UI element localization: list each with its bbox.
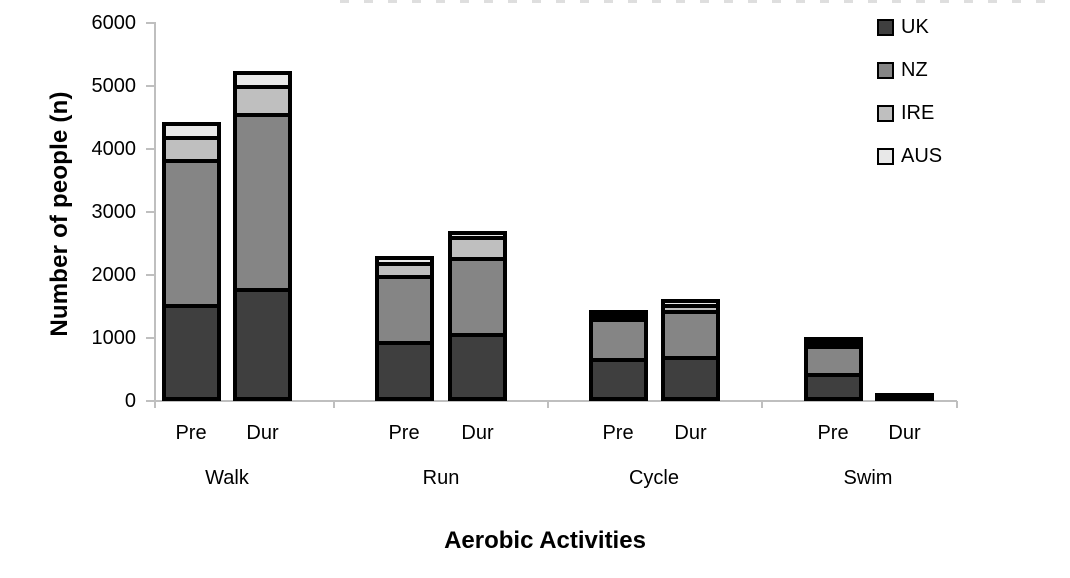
- bar-segment-aus: [163, 124, 219, 139]
- legend-swatch-uk: [877, 18, 894, 36]
- bar-swim-pre: [803, 336, 863, 401]
- y-tick-mark: [146, 274, 154, 276]
- bar-segment-aus: [590, 312, 646, 317]
- bar-walk-dur: [233, 70, 292, 401]
- x-axis-title: Aerobic Activities: [444, 527, 646, 554]
- bar-label-pre: Pre: [388, 422, 420, 444]
- y-tick-label: 6000: [91, 12, 137, 34]
- y-axis-line: [154, 22, 156, 402]
- bar-segment-uk: [805, 374, 861, 399]
- x-tick-mark: [546, 401, 549, 408]
- bar-segment-uk: [163, 305, 219, 399]
- y-tick-mark: [146, 85, 154, 87]
- y-tick-mark: [146, 337, 154, 339]
- legend-item-nz: NZ: [877, 59, 942, 81]
- legend-label-uk: UK: [901, 16, 929, 38]
- legend-swatch-ire: [877, 104, 894, 122]
- bar-label-pre: Pre: [817, 422, 849, 444]
- category-label-swim: Swim: [843, 467, 893, 489]
- bar-segment-ire: [163, 138, 219, 162]
- x-axis-line: [154, 400, 957, 402]
- bar-segment-ire: [805, 342, 861, 348]
- cropped-title-remnant: [340, 0, 1052, 3]
- bar-segment-ire: [590, 316, 646, 321]
- bar-segment-uk: [450, 335, 505, 399]
- legend-item-ire: IRE: [877, 102, 942, 124]
- bar-segment-ire: [376, 264, 432, 277]
- bar-segment-aus: [663, 301, 718, 307]
- legend-swatch-nz: [877, 61, 894, 79]
- y-tick-label: 5000: [91, 75, 137, 97]
- bar-segment-aus: [376, 257, 432, 265]
- x-tick-mark: [956, 401, 958, 408]
- y-tick-mark: [146, 22, 154, 24]
- legend: UK NZ IRE AUS: [877, 16, 943, 167]
- x-tick-mark: [154, 401, 156, 408]
- y-tick-label: 3000: [91, 201, 137, 223]
- bar-walk-pre: [161, 122, 221, 401]
- bar-segment-uk: [590, 359, 646, 399]
- bar-segment-uk: [877, 395, 932, 399]
- bar-label-dur: Dur: [674, 422, 707, 444]
- bar-label-dur: Dur: [246, 422, 279, 444]
- bar-segment-nz: [805, 347, 861, 375]
- bar-segment-nz: [590, 320, 646, 360]
- bar-label-dur: Dur: [888, 422, 921, 444]
- bar-cycle-dur: [661, 299, 720, 401]
- y-tick-label: 0: [124, 390, 136, 412]
- category-label-walk: Walk: [205, 467, 249, 489]
- bar-segment-uk: [235, 289, 290, 399]
- category-label-run: Run: [422, 467, 460, 489]
- bar-segment-ire: [450, 238, 505, 260]
- legend-swatch-aus: [877, 147, 894, 165]
- bar-segment-nz: [663, 312, 718, 359]
- bar-label-pre: Pre: [175, 422, 207, 444]
- bar-segment-uk: [376, 342, 432, 399]
- bar-swim-dur: [875, 393, 934, 401]
- category-label-cycle: Cycle: [628, 467, 679, 489]
- bar-label-pre: Pre: [602, 422, 634, 444]
- bar-segment-aus: [805, 338, 861, 343]
- bar-run-pre: [374, 255, 434, 401]
- y-tick-mark: [146, 400, 154, 402]
- bar-segment-nz: [450, 259, 505, 336]
- x-tick-mark: [332, 401, 335, 408]
- legend-label-nz: NZ: [901, 59, 928, 81]
- bar-cycle-pre: [588, 310, 648, 401]
- bar-label-dur: Dur: [461, 422, 494, 444]
- bar-segment-aus: [235, 72, 290, 88]
- y-tick-label: 1000: [91, 327, 137, 349]
- bar-run-dur: [448, 230, 507, 401]
- bar-segment-nz: [163, 161, 219, 306]
- x-tick-mark: [761, 401, 763, 408]
- y-tick-label: 2000: [91, 264, 137, 286]
- bar-segment-nz: [376, 276, 432, 343]
- y-tick-mark: [146, 148, 154, 150]
- bar-segment-ire: [235, 87, 290, 116]
- bar-segment-uk: [663, 358, 718, 399]
- bar-segment-nz: [235, 115, 290, 290]
- y-tick-label: 4000: [91, 138, 137, 160]
- legend-label-aus: AUS: [901, 145, 943, 167]
- legend-item-aus: AUS: [877, 145, 943, 167]
- legend-item-uk: UK: [877, 16, 942, 38]
- bar-segment-ire: [663, 306, 718, 313]
- bar-segment-aus: [450, 232, 505, 239]
- y-tick-mark: [146, 211, 154, 213]
- legend-label-ire: IRE: [901, 102, 935, 124]
